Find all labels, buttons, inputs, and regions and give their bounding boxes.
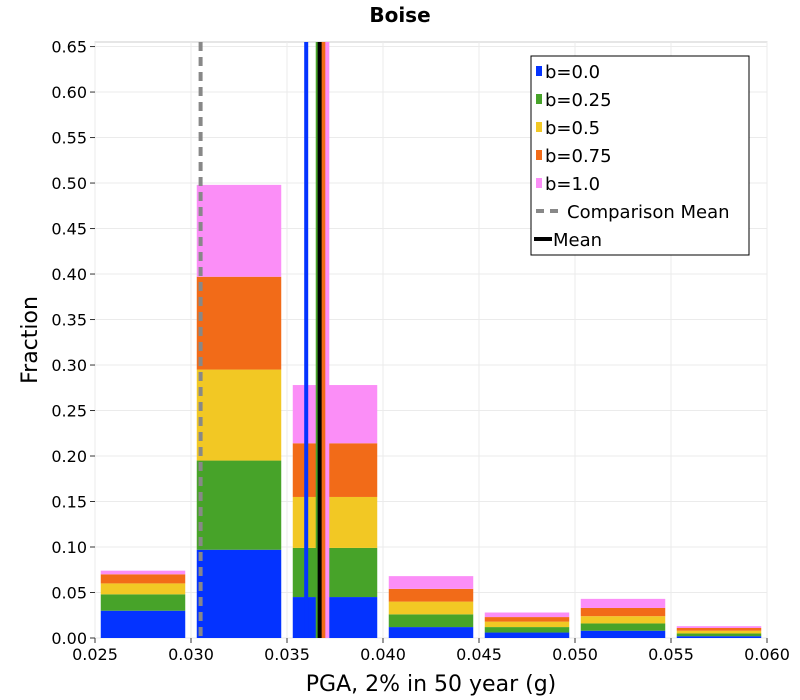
bar-segment	[196, 369, 282, 461]
x-tick-label: 0.060	[744, 645, 790, 664]
bar-segment	[196, 460, 282, 550]
legend-swatch	[536, 66, 542, 76]
legend-swatch	[536, 122, 542, 132]
bar-segment	[388, 614, 474, 628]
legend-label: Mean	[553, 230, 602, 251]
x-tick-label: 0.025	[72, 645, 118, 664]
bar-segment	[676, 630, 762, 634]
bar-segment	[580, 630, 666, 638]
legend-label: b=1.0	[545, 174, 600, 195]
x-tick-label: 0.030	[168, 645, 214, 664]
x-tick-label: 0.040	[360, 645, 406, 664]
legend-box	[530, 55, 750, 256]
x-tick-label: 0.055	[648, 645, 694, 664]
bar-segment	[484, 621, 570, 628]
legend-swatch	[536, 94, 542, 104]
x-tick-label: 0.035	[264, 645, 310, 664]
y-tick-label: 0.20	[51, 447, 87, 466]
bar-segment	[484, 617, 570, 622]
y-tick-label: 0.05	[51, 584, 87, 603]
bar-segment	[676, 627, 762, 631]
bar-segment	[484, 612, 570, 618]
bar-segment	[580, 623, 666, 631]
bar-segment	[388, 576, 474, 589]
legend-swatch	[536, 178, 542, 188]
legend-label: b=0.5	[545, 118, 600, 139]
bar-segment	[580, 598, 666, 608]
chart-title: Boise	[369, 3, 430, 27]
y-axis: 0.00 0.05 0.10 0.15 0.20 0.25 0.30 0.35 0.40 0.45…	[51, 38, 95, 648]
y-tick-label: 0.10	[51, 538, 87, 557]
bar-segment	[484, 627, 570, 633]
y-tick-label: 0.25	[51, 402, 87, 421]
legend: b=0.0 b=0.25 b=0.5 b=0.75 b=1.0 Comparison Me…	[530, 55, 750, 256]
legend-label: b=0.25	[545, 90, 612, 111]
y-tick-label: 0.40	[51, 265, 87, 284]
bar-segment	[100, 594, 186, 611]
bar-segment	[580, 607, 666, 617]
legend-label: b=0.75	[545, 146, 612, 167]
y-tick-label: 0.35	[51, 311, 87, 330]
bar-segment	[100, 610, 186, 638]
x-tick-label: 0.045	[456, 645, 502, 664]
bar-segment	[100, 574, 186, 584]
y-tick-label: 0.60	[51, 83, 87, 102]
bar-segment	[676, 626, 762, 628]
x-axis-label: PGA, 2% in 50 year (g)	[306, 672, 557, 697]
bar-segment	[388, 601, 474, 615]
y-tick-label: 0.15	[51, 493, 87, 512]
legend-swatch	[536, 150, 542, 160]
bar-segment	[484, 632, 570, 638]
bar-segment	[196, 184, 282, 277]
bar-segment	[196, 549, 282, 638]
y-tick-label: 0.65	[51, 38, 87, 57]
bar-segment	[388, 588, 474, 602]
y-axis-label: Fraction	[18, 296, 43, 384]
bar-segment	[676, 636, 762, 638]
y-tick-label: 0.30	[51, 356, 87, 375]
bar-segment	[580, 616, 666, 624]
y-tick-label: 0.00	[51, 629, 87, 648]
mean-lines	[198, 42, 330, 638]
bar-segment	[100, 570, 186, 575]
legend-label: Comparison Mean	[567, 202, 730, 223]
y-tick-label: 0.50	[51, 174, 87, 193]
x-tick-label: 0.050	[552, 645, 598, 664]
x-axis: 0.025 0.030 0.035 0.040 0.045 0.050 0.055 0.060	[72, 638, 790, 664]
legend-label: b=0.0	[545, 62, 600, 83]
y-tick-label: 0.45	[51, 220, 87, 239]
bar-segment	[676, 633, 762, 637]
bar-segment	[100, 583, 186, 595]
bar-segment	[196, 276, 282, 370]
y-tick-label: 0.55	[51, 129, 87, 148]
bar-segment	[388, 627, 474, 638]
